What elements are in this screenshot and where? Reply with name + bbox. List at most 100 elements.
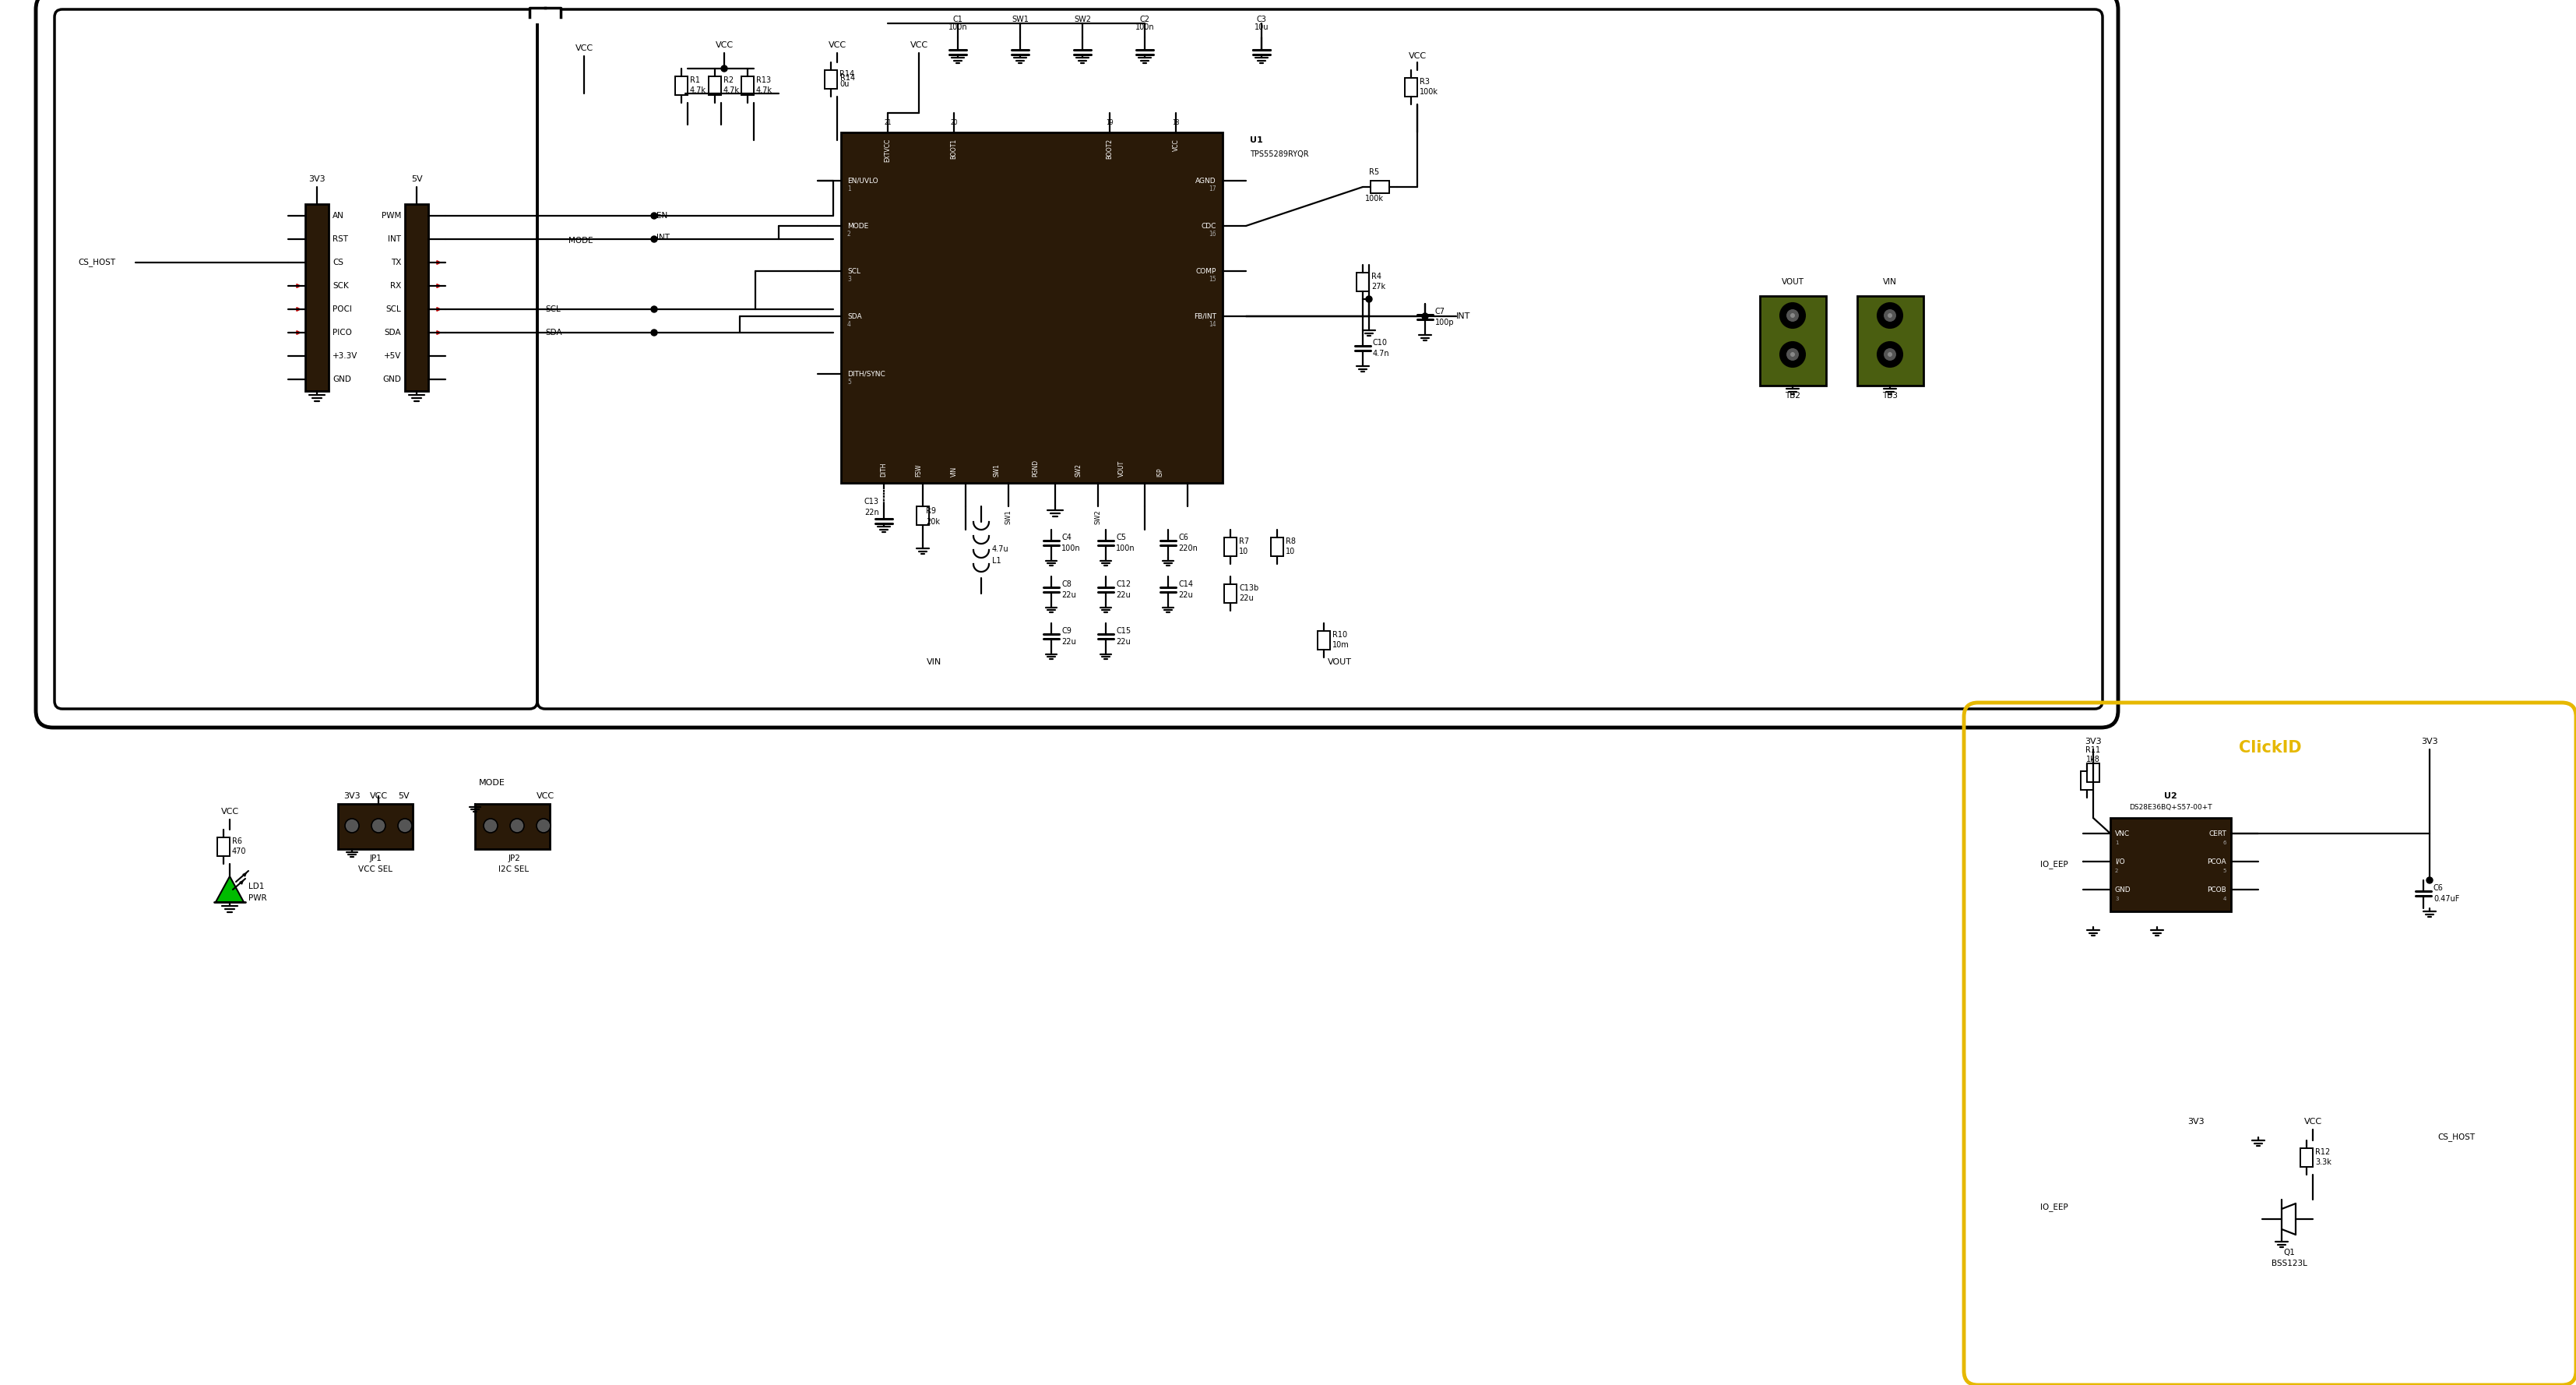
Text: 16: 16 — [1208, 230, 1216, 237]
Text: 22u: 22u — [1115, 638, 1131, 645]
Text: R14: R14 — [840, 73, 855, 82]
Text: 22u: 22u — [1177, 591, 1193, 600]
Bar — [474, 803, 549, 849]
Circle shape — [1888, 352, 1893, 357]
Text: R3: R3 — [1419, 78, 1430, 86]
Text: RX: RX — [389, 283, 402, 289]
Text: 4.7n: 4.7n — [1373, 350, 1388, 357]
Circle shape — [371, 819, 386, 832]
Bar — [404, 204, 428, 391]
Text: SW2: SW2 — [1095, 510, 1103, 524]
Text: VNC: VNC — [2115, 830, 2130, 837]
Text: ISP: ISP — [1157, 488, 1164, 496]
Text: +5V: +5V — [384, 352, 402, 360]
Text: 1: 1 — [2115, 841, 2117, 845]
Bar — [216, 838, 229, 856]
Bar — [337, 803, 412, 849]
Text: C9: C9 — [1061, 627, 1072, 634]
Bar — [1358, 273, 1368, 291]
Text: PWR: PWR — [247, 895, 268, 902]
Text: TPS55289RYQR: TPS55289RYQR — [1249, 151, 1309, 158]
Bar — [2300, 1148, 2313, 1168]
Text: 22u: 22u — [1115, 591, 1131, 600]
Text: C12: C12 — [1115, 580, 1131, 589]
Text: 0u: 0u — [840, 80, 850, 89]
Text: MODE: MODE — [848, 223, 868, 230]
Circle shape — [1878, 342, 1904, 367]
Text: C13: C13 — [866, 497, 878, 506]
Text: IO_EEP: IO_EEP — [2040, 1204, 2069, 1212]
Text: C6: C6 — [2434, 884, 2445, 892]
Text: ISP: ISP — [1157, 468, 1164, 476]
Text: R8: R8 — [1285, 537, 1296, 546]
Bar — [708, 76, 721, 96]
Text: 4.7k: 4.7k — [690, 86, 706, 94]
Text: PICO: PICO — [332, 328, 353, 337]
Text: VOUT: VOUT — [1783, 278, 1803, 285]
Text: C4: C4 — [1061, 533, 1072, 542]
Text: CS_HOST: CS_HOST — [2437, 1133, 2476, 1141]
Text: 0.47uF: 0.47uF — [2434, 895, 2460, 903]
Text: R6: R6 — [232, 838, 242, 845]
Text: 2: 2 — [2115, 868, 2117, 873]
Text: SDA: SDA — [384, 328, 402, 337]
Text: U2: U2 — [2164, 792, 2177, 801]
Text: 15: 15 — [1208, 276, 1216, 283]
Text: SDA: SDA — [546, 328, 562, 337]
Text: +3.3V: +3.3V — [332, 352, 358, 360]
Circle shape — [652, 235, 657, 242]
Text: C15: C15 — [1115, 627, 1131, 634]
Text: R10: R10 — [1332, 632, 1347, 638]
Text: JP1: JP1 — [368, 855, 381, 863]
Circle shape — [1790, 313, 1795, 317]
Text: R7: R7 — [1239, 537, 1249, 546]
Circle shape — [1780, 303, 1806, 328]
Text: TB2: TB2 — [1785, 392, 1801, 400]
Text: BSS123L: BSS123L — [2272, 1259, 2308, 1267]
Circle shape — [536, 819, 551, 832]
Circle shape — [1785, 348, 1798, 360]
Text: SW1: SW1 — [1012, 15, 1028, 24]
Circle shape — [1422, 313, 1427, 320]
Text: 22n: 22n — [866, 508, 878, 517]
Text: VIN: VIN — [927, 658, 943, 666]
Text: SW1: SW1 — [1005, 510, 1012, 524]
Text: 22u: 22u — [1061, 638, 1077, 645]
Bar — [675, 76, 688, 96]
Text: I/O: I/O — [2115, 859, 2125, 866]
Text: 3: 3 — [848, 276, 850, 283]
Text: C14: C14 — [1177, 580, 1193, 589]
Text: SCL: SCL — [546, 305, 562, 313]
Text: R11: R11 — [2087, 747, 2099, 753]
Text: 18: 18 — [1172, 119, 1180, 126]
Text: VIN: VIN — [951, 488, 958, 497]
Text: FSW: FSW — [914, 488, 922, 500]
Text: Q1: Q1 — [2285, 1249, 2295, 1256]
Text: 10u: 10u — [1255, 24, 1270, 30]
Circle shape — [1883, 348, 1896, 360]
Circle shape — [652, 330, 657, 335]
Text: 4: 4 — [848, 320, 850, 328]
Text: 100n: 100n — [1061, 544, 1079, 553]
Text: GND: GND — [2115, 886, 2130, 893]
Circle shape — [484, 819, 497, 832]
Text: CDC: CDC — [1200, 223, 1216, 230]
Text: VIN: VIN — [951, 467, 958, 476]
Circle shape — [1888, 313, 1893, 317]
Text: DITH: DITH — [881, 488, 886, 501]
Text: 470: 470 — [232, 848, 247, 856]
Text: R13: R13 — [757, 76, 770, 84]
Text: INT: INT — [1455, 313, 1471, 320]
Circle shape — [1785, 309, 1798, 321]
Text: 19: 19 — [1105, 119, 1113, 126]
Text: GND: GND — [381, 375, 402, 384]
Text: R1: R1 — [690, 76, 701, 84]
Text: R9: R9 — [925, 507, 935, 515]
Text: C10: C10 — [1373, 339, 1388, 346]
Bar — [840, 133, 1224, 483]
Text: CERT: CERT — [2208, 830, 2226, 837]
Text: RST: RST — [332, 235, 348, 242]
Bar — [1224, 584, 1236, 602]
Bar — [2081, 771, 2094, 789]
Text: 27k: 27k — [1370, 283, 1386, 291]
